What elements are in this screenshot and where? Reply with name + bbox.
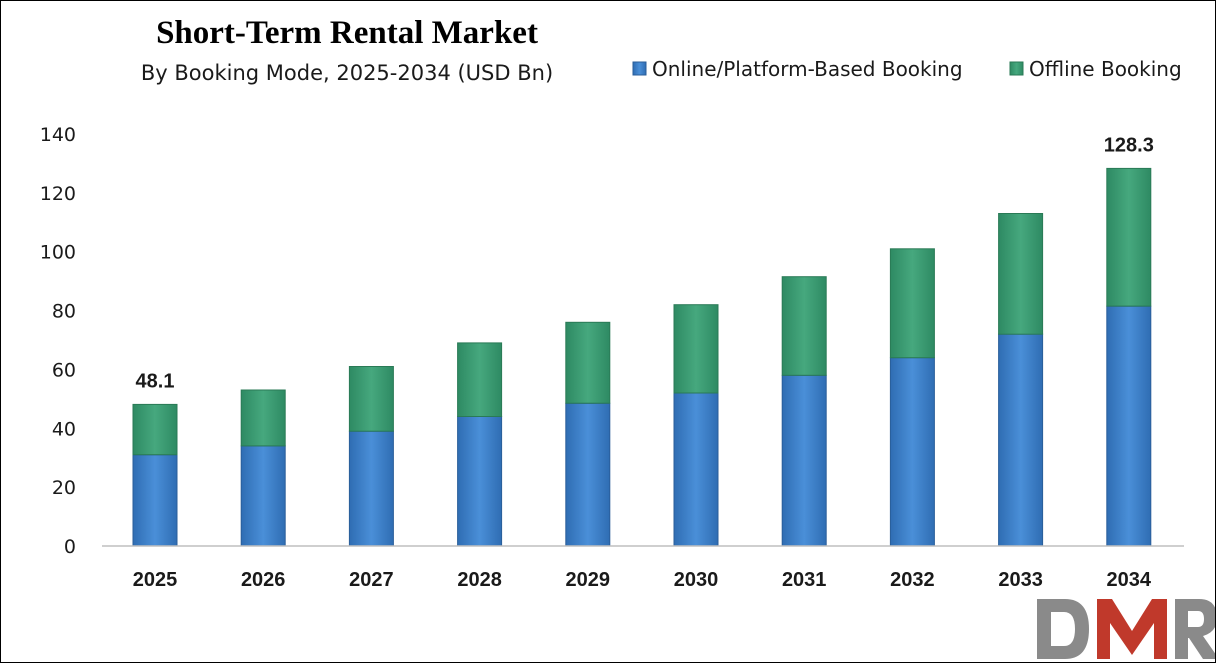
bar-online-2033 — [998, 333, 1044, 547]
bar-online-2034 — [1106, 305, 1152, 547]
bar-online-2030 — [673, 392, 719, 547]
legend: Online/Platform-Based Booking Offline Bo… — [632, 57, 1182, 81]
logo-letter-d — [1037, 599, 1089, 659]
legend-label-online: Online/Platform-Based Booking — [652, 57, 963, 81]
data-labels: 48.1 128.3 — [136, 134, 1154, 392]
bar-offline-2032 — [889, 248, 935, 359]
bars — [132, 167, 1152, 547]
x-tick-label-2031: 2031 — [782, 569, 827, 591]
legend-label-offline: Offline Booking — [1029, 57, 1182, 81]
bar-online-2031 — [781, 374, 827, 547]
x-tick-label-2028: 2028 — [457, 569, 502, 591]
chart-title: Short-Term Rental Market — [156, 15, 538, 51]
y-tick-label: 100 — [40, 242, 76, 264]
y-tick-label: 60 — [52, 359, 76, 381]
y-tick-label: 0 — [64, 536, 76, 558]
bar-offline-2026 — [240, 389, 286, 447]
bar-online-2032 — [889, 357, 935, 547]
bar-online-2026 — [240, 445, 286, 547]
y-axis: 0 20 40 60 80 100 120 140 — [40, 124, 76, 558]
bar-offline-2033 — [998, 213, 1044, 335]
x-tick-label-2030: 2030 — [674, 569, 719, 591]
bar-offline-2028 — [457, 342, 503, 417]
logo-letter-r — [1175, 599, 1215, 659]
bar-offline-2029 — [565, 321, 611, 404]
y-tick-label: 80 — [52, 301, 76, 323]
dmr-logo — [1037, 599, 1215, 659]
x-tick-label-2033: 2033 — [998, 569, 1043, 591]
y-tick-label: 120 — [40, 183, 76, 205]
legend-swatch-online — [632, 61, 647, 76]
logo-letter-m — [1097, 599, 1167, 659]
x-tick-label-2029: 2029 — [566, 569, 611, 591]
y-tick-label: 140 — [40, 124, 76, 146]
data-label-2025: 48.1 — [136, 370, 175, 392]
legend-swatch-offline — [1009, 61, 1024, 76]
x-tick-label-2025: 2025 — [133, 569, 178, 591]
y-tick-label: 20 — [52, 477, 76, 499]
chart-subtitle: By Booking Mode, 2025-2034 (USD Bn) — [141, 61, 553, 85]
x-tick-label-2034: 2034 — [1107, 569, 1152, 591]
data-label-2034: 128.3 — [1104, 134, 1154, 156]
bar-online-2029 — [565, 402, 611, 547]
x-tick-label-2026: 2026 — [241, 569, 286, 591]
x-tick-label-2032: 2032 — [890, 569, 935, 591]
bar-offline-2031 — [781, 276, 827, 376]
y-tick-label: 40 — [52, 418, 76, 440]
bar-offline-2027 — [348, 366, 394, 432]
bar-online-2027 — [348, 430, 394, 547]
bar-online-2028 — [457, 416, 503, 547]
x-axis: 2025 2026 2027 2028 2029 2030 2031 2032 2033 2034 — [133, 569, 1152, 591]
bar-offline-2030 — [673, 304, 719, 394]
x-tick-label-2027: 2027 — [349, 569, 394, 591]
bar-offline-2025 — [132, 403, 178, 456]
bar-online-2025 — [132, 454, 178, 547]
bar-offline-2034 — [1106, 167, 1152, 307]
